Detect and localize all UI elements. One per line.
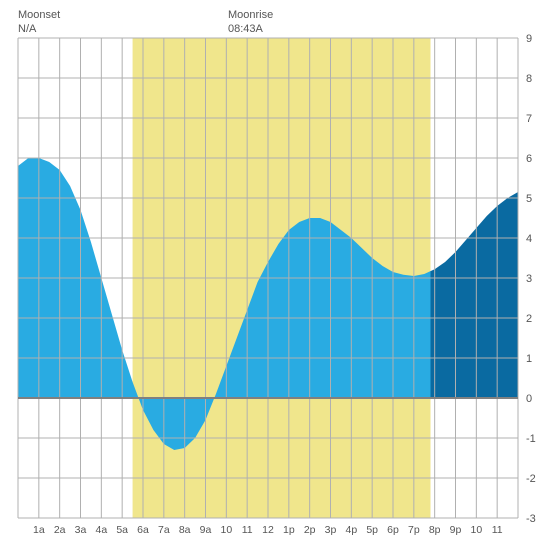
x-tick-label: 4a	[95, 524, 107, 536]
x-tick-label: 2p	[304, 524, 316, 536]
y-tick-label: 0	[526, 393, 532, 405]
x-tick-label: 12	[262, 524, 274, 536]
moonset-label: Moonset N/A	[18, 8, 60, 37]
x-tick-label: 8p	[429, 524, 441, 536]
y-tick-label: 6	[526, 153, 532, 165]
tide-chart-svg: 1a2a3a4a5a6a7a8a9a1011121p2p3p4p5p6p7p8p…	[8, 8, 542, 542]
x-tick-label: 7p	[408, 524, 420, 536]
y-tick-label: -3	[526, 513, 536, 525]
y-tick-label: 5	[526, 193, 532, 205]
x-tick-label: 6p	[387, 524, 399, 536]
y-tick-label: -2	[526, 473, 536, 485]
x-tick-label: 9p	[450, 524, 462, 536]
x-tick-label: 3p	[325, 524, 337, 536]
moonrise-value: 08:43A	[228, 23, 263, 35]
moonset-title: Moonset	[18, 9, 60, 21]
y-tick-label: 1	[526, 353, 532, 365]
x-tick-label: 2a	[54, 524, 66, 536]
x-tick-label: 4p	[345, 524, 357, 536]
x-tick-label: 9a	[200, 524, 212, 536]
moonrise-label: Moonrise 08:43A	[228, 8, 273, 37]
y-tick-label: 2	[526, 313, 532, 325]
x-tick-label: 10	[470, 524, 482, 536]
y-tick-label: 4	[526, 233, 532, 245]
x-tick-label: 11	[492, 524, 503, 536]
x-tick-label: 5p	[366, 524, 378, 536]
moonrise-title: Moonrise	[228, 9, 273, 21]
x-tick-label: 5a	[116, 524, 128, 536]
tide-chart: Moonset N/A Moonrise 08:43A 1a 2a 3a 4a 5a 6a…	[8, 8, 542, 542]
moonset-value: N/A	[18, 23, 36, 35]
x-tick-label: 6a	[137, 524, 149, 536]
x-tick-label: 3a	[75, 524, 87, 536]
y-tick-label: 7	[526, 113, 532, 125]
x-tick-label: 1a	[33, 524, 45, 536]
x-tick-label: 7a	[158, 524, 170, 536]
y-tick-label: 3	[526, 273, 532, 285]
x-tick-label: 10	[220, 524, 232, 536]
y-tick-label: 9	[526, 33, 532, 45]
x-tick-label: 11	[242, 524, 253, 536]
x-tick-label: 8a	[179, 524, 191, 536]
y-tick-label: -1	[526, 433, 536, 445]
y-tick-label: 8	[526, 73, 532, 85]
x-tick-label: 1p	[283, 524, 295, 536]
